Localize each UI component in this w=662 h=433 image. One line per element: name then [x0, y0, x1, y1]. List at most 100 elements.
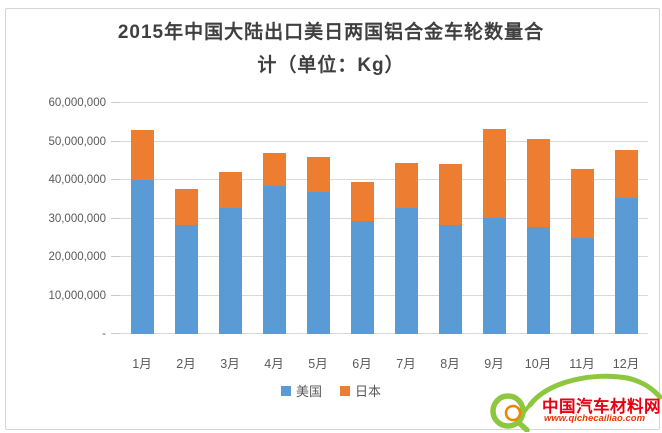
chart-title-line1: 2015年中国大陆出口美日两国铝合金车轮数量合	[117, 22, 545, 43]
x-axis-labels: 1月 2月 3月 4月 5月 6月 7月 8月 9月 10月 11月 12月	[120, 353, 648, 372]
legend-label-japan: 日本	[355, 384, 382, 399]
watermark-logo: 中国汽车材料网 www.qichecailiao.com	[470, 369, 662, 432]
y-axis-tick	[111, 294, 120, 296]
bar-stack	[526, 139, 550, 334]
bar-stack	[350, 182, 374, 334]
bar-stack	[130, 130, 154, 334]
bar-stack	[438, 163, 462, 334]
bar-segment-日本	[174, 189, 198, 226]
bar-segment-日本	[350, 182, 374, 222]
legend-swatch-japan-icon	[340, 385, 350, 396]
bar-segment-日本	[218, 171, 242, 209]
gridline	[120, 333, 648, 334]
gridline	[120, 256, 648, 258]
bar-stack	[482, 128, 506, 334]
bar-stack	[262, 152, 286, 334]
bar-segment-美国	[394, 207, 418, 334]
bar-segment-日本	[394, 162, 418, 208]
legend: 美国 日本	[0, 381, 662, 400]
y-axis-label: 60,000,000	[48, 97, 106, 109]
bar-column-9月	[472, 103, 516, 334]
chart-frame-border	[5, 8, 660, 430]
bar-stack	[306, 157, 330, 334]
bar-stack	[394, 162, 418, 334]
bar-column-8月	[428, 103, 472, 334]
x-axis-label: 7月	[396, 357, 416, 371]
chart-title: 2015年中国大陆出口美日两国铝合金车轮数量合 计（单位：Kg）	[0, 16, 662, 82]
y-axis-label: 20,000,000	[48, 251, 106, 264]
bar-segment-日本	[526, 139, 550, 227]
bar-column-6月	[340, 103, 384, 334]
bar-stack	[174, 189, 198, 334]
gridline	[120, 140, 648, 142]
y-axis-tick	[111, 217, 120, 219]
legend-swatch-us-icon	[280, 385, 291, 396]
car-swoosh-icon	[490, 373, 662, 432]
bar-column-10月	[516, 103, 560, 334]
bar-segment-日本	[262, 152, 286, 187]
bar-column-4月	[252, 103, 296, 334]
y-axis-label: 40,000,000	[48, 174, 106, 187]
bar-segment-日本	[482, 128, 506, 219]
legend-item-us: 美国	[280, 381, 322, 400]
bar-column-7月	[384, 103, 428, 334]
bar-segment-美国	[130, 180, 154, 334]
bar-segment-美国	[218, 208, 242, 334]
bar-segment-美国	[174, 225, 198, 334]
bars-row	[120, 103, 648, 334]
bar-stack	[218, 171, 242, 334]
bar-segment-日本	[438, 163, 462, 226]
y-axis-tick	[111, 333, 120, 334]
x-axis-label: 9月	[484, 357, 504, 371]
watermark-site-name: 中国汽车材料网	[542, 398, 661, 416]
x-axis-label: 3月	[220, 357, 240, 371]
y-axis-tick	[111, 102, 120, 103]
bar-column-12月	[604, 103, 648, 334]
gridline	[120, 294, 648, 296]
bar-segment-美国	[526, 226, 550, 334]
bar-segment-美国	[570, 238, 594, 334]
bar-segment-日本	[570, 169, 594, 239]
y-axis-label: 50,000,000	[48, 135, 106, 148]
bar-column-1月	[120, 103, 164, 334]
x-axis-label: 1月	[132, 357, 152, 371]
x-axis-label: 2月	[176, 357, 196, 371]
gridline	[120, 102, 648, 103]
y-axis-label: 10,000,000	[48, 289, 106, 302]
x-axis-label: 8月	[440, 357, 460, 371]
bar-column-2月	[164, 103, 208, 334]
bar-column-11月	[560, 103, 604, 334]
y-axis-label: 30,000,000	[48, 212, 106, 225]
bar-stack	[570, 169, 594, 334]
x-axis-label: 10月	[524, 357, 552, 371]
legend-label-us: 美国	[295, 384, 322, 399]
y-axis-tick	[111, 256, 120, 258]
y-axis-label: -	[102, 328, 106, 340]
x-axis-label: 4月	[264, 357, 284, 371]
bar-segment-美国	[262, 186, 286, 334]
bar-column-5月	[296, 103, 340, 334]
bar-segment-美国	[438, 225, 462, 334]
bar-column-3月	[208, 103, 252, 334]
y-axis-tick	[111, 140, 120, 142]
legend-item-japan: 日本	[340, 381, 381, 400]
plot-area	[111, 102, 648, 334]
y-axis-tick	[111, 179, 120, 181]
bar-stack	[614, 150, 638, 334]
x-axis-label: 6月	[352, 357, 372, 371]
bar-segment-日本	[614, 150, 638, 199]
bar-segment-美国	[306, 191, 330, 334]
bar-segment-美国	[482, 218, 506, 334]
gridline	[120, 217, 648, 219]
bar-segment-日本	[130, 130, 154, 180]
x-axis-label: 12月	[612, 357, 640, 371]
watermark-site-url: www.qichecailiao.com	[544, 413, 646, 424]
gridline	[120, 179, 648, 181]
x-axis-label: 11月	[569, 357, 595, 371]
y-axis-labels: 60,000,000 50,000,000 40,000,000 30,000,000…	[0, 97, 106, 340]
bar-segment-日本	[306, 157, 330, 192]
bar-segment-美国	[614, 198, 638, 334]
x-axis-label: 5月	[308, 357, 328, 371]
bar-segment-美国	[350, 221, 374, 334]
